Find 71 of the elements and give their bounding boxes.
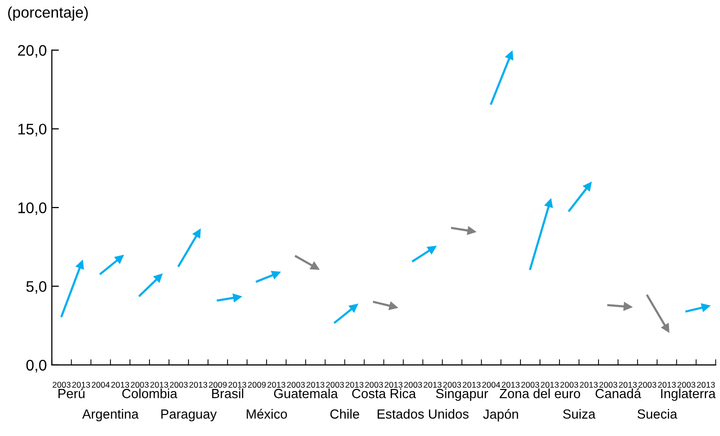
x-tick-label: 2003 bbox=[560, 382, 578, 388]
x-tick-label: 2003 bbox=[521, 382, 540, 388]
x-tick-label: 2013 bbox=[462, 382, 481, 388]
text: Perú bbox=[58, 388, 84, 398]
x-tick-label: 2013 bbox=[346, 382, 364, 388]
x-tick-label: 2009 bbox=[208, 382, 227, 388]
text: Estados Unidos bbox=[378, 409, 469, 419]
point bbox=[544, 198, 553, 208]
x-tick-label: 2003 bbox=[365, 382, 383, 388]
x-tick-label: 2013 bbox=[424, 382, 442, 388]
x-tick-label: 2004 bbox=[482, 382, 500, 388]
text: Suecia bbox=[638, 409, 678, 419]
point bbox=[232, 294, 242, 302]
x-tick-label: 2013 bbox=[697, 382, 715, 388]
x-tick-label: 2013 bbox=[502, 382, 520, 388]
y-tick-label: 0,0 bbox=[26, 360, 46, 372]
x-tick-label: 2013 bbox=[189, 382, 208, 388]
x-tick-label: 2004 bbox=[92, 382, 110, 388]
text: Japón bbox=[483, 409, 518, 422]
y-tick-label: 15,0 bbox=[18, 124, 46, 136]
x-tick-label: 2003 bbox=[170, 382, 188, 388]
point bbox=[623, 302, 632, 311]
point bbox=[114, 255, 124, 264]
text: Paraguay bbox=[161, 409, 217, 422]
point bbox=[192, 229, 201, 238]
point bbox=[154, 274, 162, 282]
text: Costa Rica bbox=[352, 388, 416, 398]
x-tick-label: 2003 bbox=[130, 382, 149, 388]
x-tick-label: 2003 bbox=[52, 382, 71, 388]
x-tick-label: 2013 bbox=[618, 382, 637, 388]
point bbox=[701, 303, 710, 312]
x-tick-label: 2013 bbox=[268, 382, 286, 388]
text: Zona del euro bbox=[500, 388, 580, 398]
y-axis-title: (porcentaje) bbox=[8, 6, 88, 21]
text: Colombia bbox=[122, 388, 178, 398]
text: Guatemala bbox=[274, 388, 338, 398]
text: Chile bbox=[330, 409, 360, 419]
x-tick-label: 2003 bbox=[404, 382, 422, 388]
text: México bbox=[246, 408, 287, 419]
x-tick-label: 2003 bbox=[287, 382, 305, 388]
text: Suiza bbox=[563, 409, 596, 419]
point bbox=[427, 246, 436, 254]
x-tick-label: 2013 bbox=[658, 382, 676, 388]
x-tick-label: 2009 bbox=[248, 382, 266, 388]
point bbox=[76, 260, 84, 270]
x-tick-label: 2013 bbox=[72, 382, 90, 388]
point bbox=[271, 271, 280, 279]
x-tick-label: 2013 bbox=[306, 382, 324, 388]
x-tick-label: 2013 bbox=[580, 382, 598, 388]
point bbox=[466, 226, 476, 235]
x-tick-label: 2013 bbox=[111, 382, 130, 388]
x-tick-label: 2003 bbox=[638, 382, 656, 388]
text: Brasil bbox=[212, 388, 244, 398]
y-tick-label: 20,0 bbox=[18, 45, 46, 58]
point bbox=[583, 182, 592, 192]
x-tick-label: 2013 bbox=[150, 382, 168, 388]
y-tick-label: 5,0 bbox=[26, 281, 46, 294]
x-tick-label: 2003 bbox=[326, 382, 344, 388]
text: Inglaterra bbox=[661, 388, 716, 401]
text: Singapur bbox=[436, 388, 488, 401]
y-tick-label: 10,0 bbox=[18, 202, 46, 216]
point bbox=[348, 304, 358, 312]
x-tick-label: 2003 bbox=[443, 382, 461, 388]
x-tick-label: 2013 bbox=[384, 382, 402, 388]
text: Argentina bbox=[82, 409, 139, 422]
point bbox=[505, 50, 514, 60]
x-tick-label: 2013 bbox=[540, 382, 559, 388]
x-tick-label: 2013 bbox=[228, 382, 246, 388]
text: Canadá bbox=[596, 388, 642, 398]
x-tick-label: 2003 bbox=[599, 382, 618, 388]
x-tick-label: 2003 bbox=[678, 382, 696, 388]
